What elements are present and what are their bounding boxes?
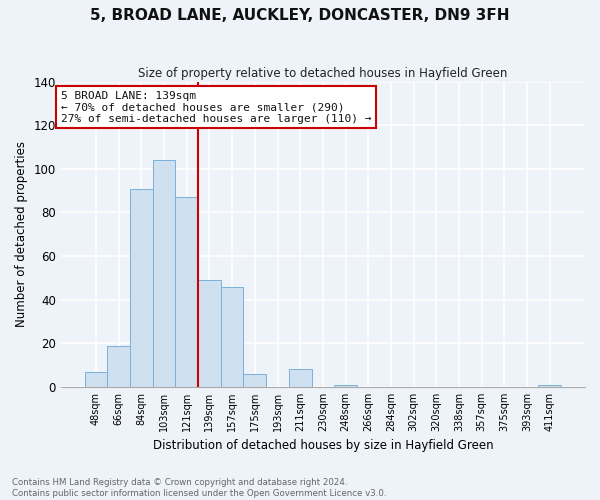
Text: 5, BROAD LANE, AUCKLEY, DONCASTER, DN9 3FH: 5, BROAD LANE, AUCKLEY, DONCASTER, DN9 3… [90, 8, 510, 22]
Bar [85, 372, 107, 387]
Bar [175, 197, 198, 387]
Y-axis label: Number of detached properties: Number of detached properties [15, 142, 28, 328]
Text: Contains HM Land Registry data © Crown copyright and database right 2024.
Contai: Contains HM Land Registry data © Crown c… [12, 478, 386, 498]
Text: 5 BROAD LANE: 139sqm
← 70% of detached houses are smaller (290)
27% of semi-deta: 5 BROAD LANE: 139sqm ← 70% of detached h… [61, 91, 371, 124]
Bar [221, 286, 244, 387]
Bar [538, 385, 561, 387]
X-axis label: Distribution of detached houses by size in Hayfield Green: Distribution of detached houses by size … [152, 440, 493, 452]
Bar [244, 374, 266, 387]
Bar [334, 385, 357, 387]
Bar [152, 160, 175, 387]
Bar [130, 188, 152, 387]
Bar [289, 370, 311, 387]
Bar [107, 346, 130, 387]
Title: Size of property relative to detached houses in Hayfield Green: Size of property relative to detached ho… [138, 68, 508, 80]
Bar [198, 280, 221, 387]
